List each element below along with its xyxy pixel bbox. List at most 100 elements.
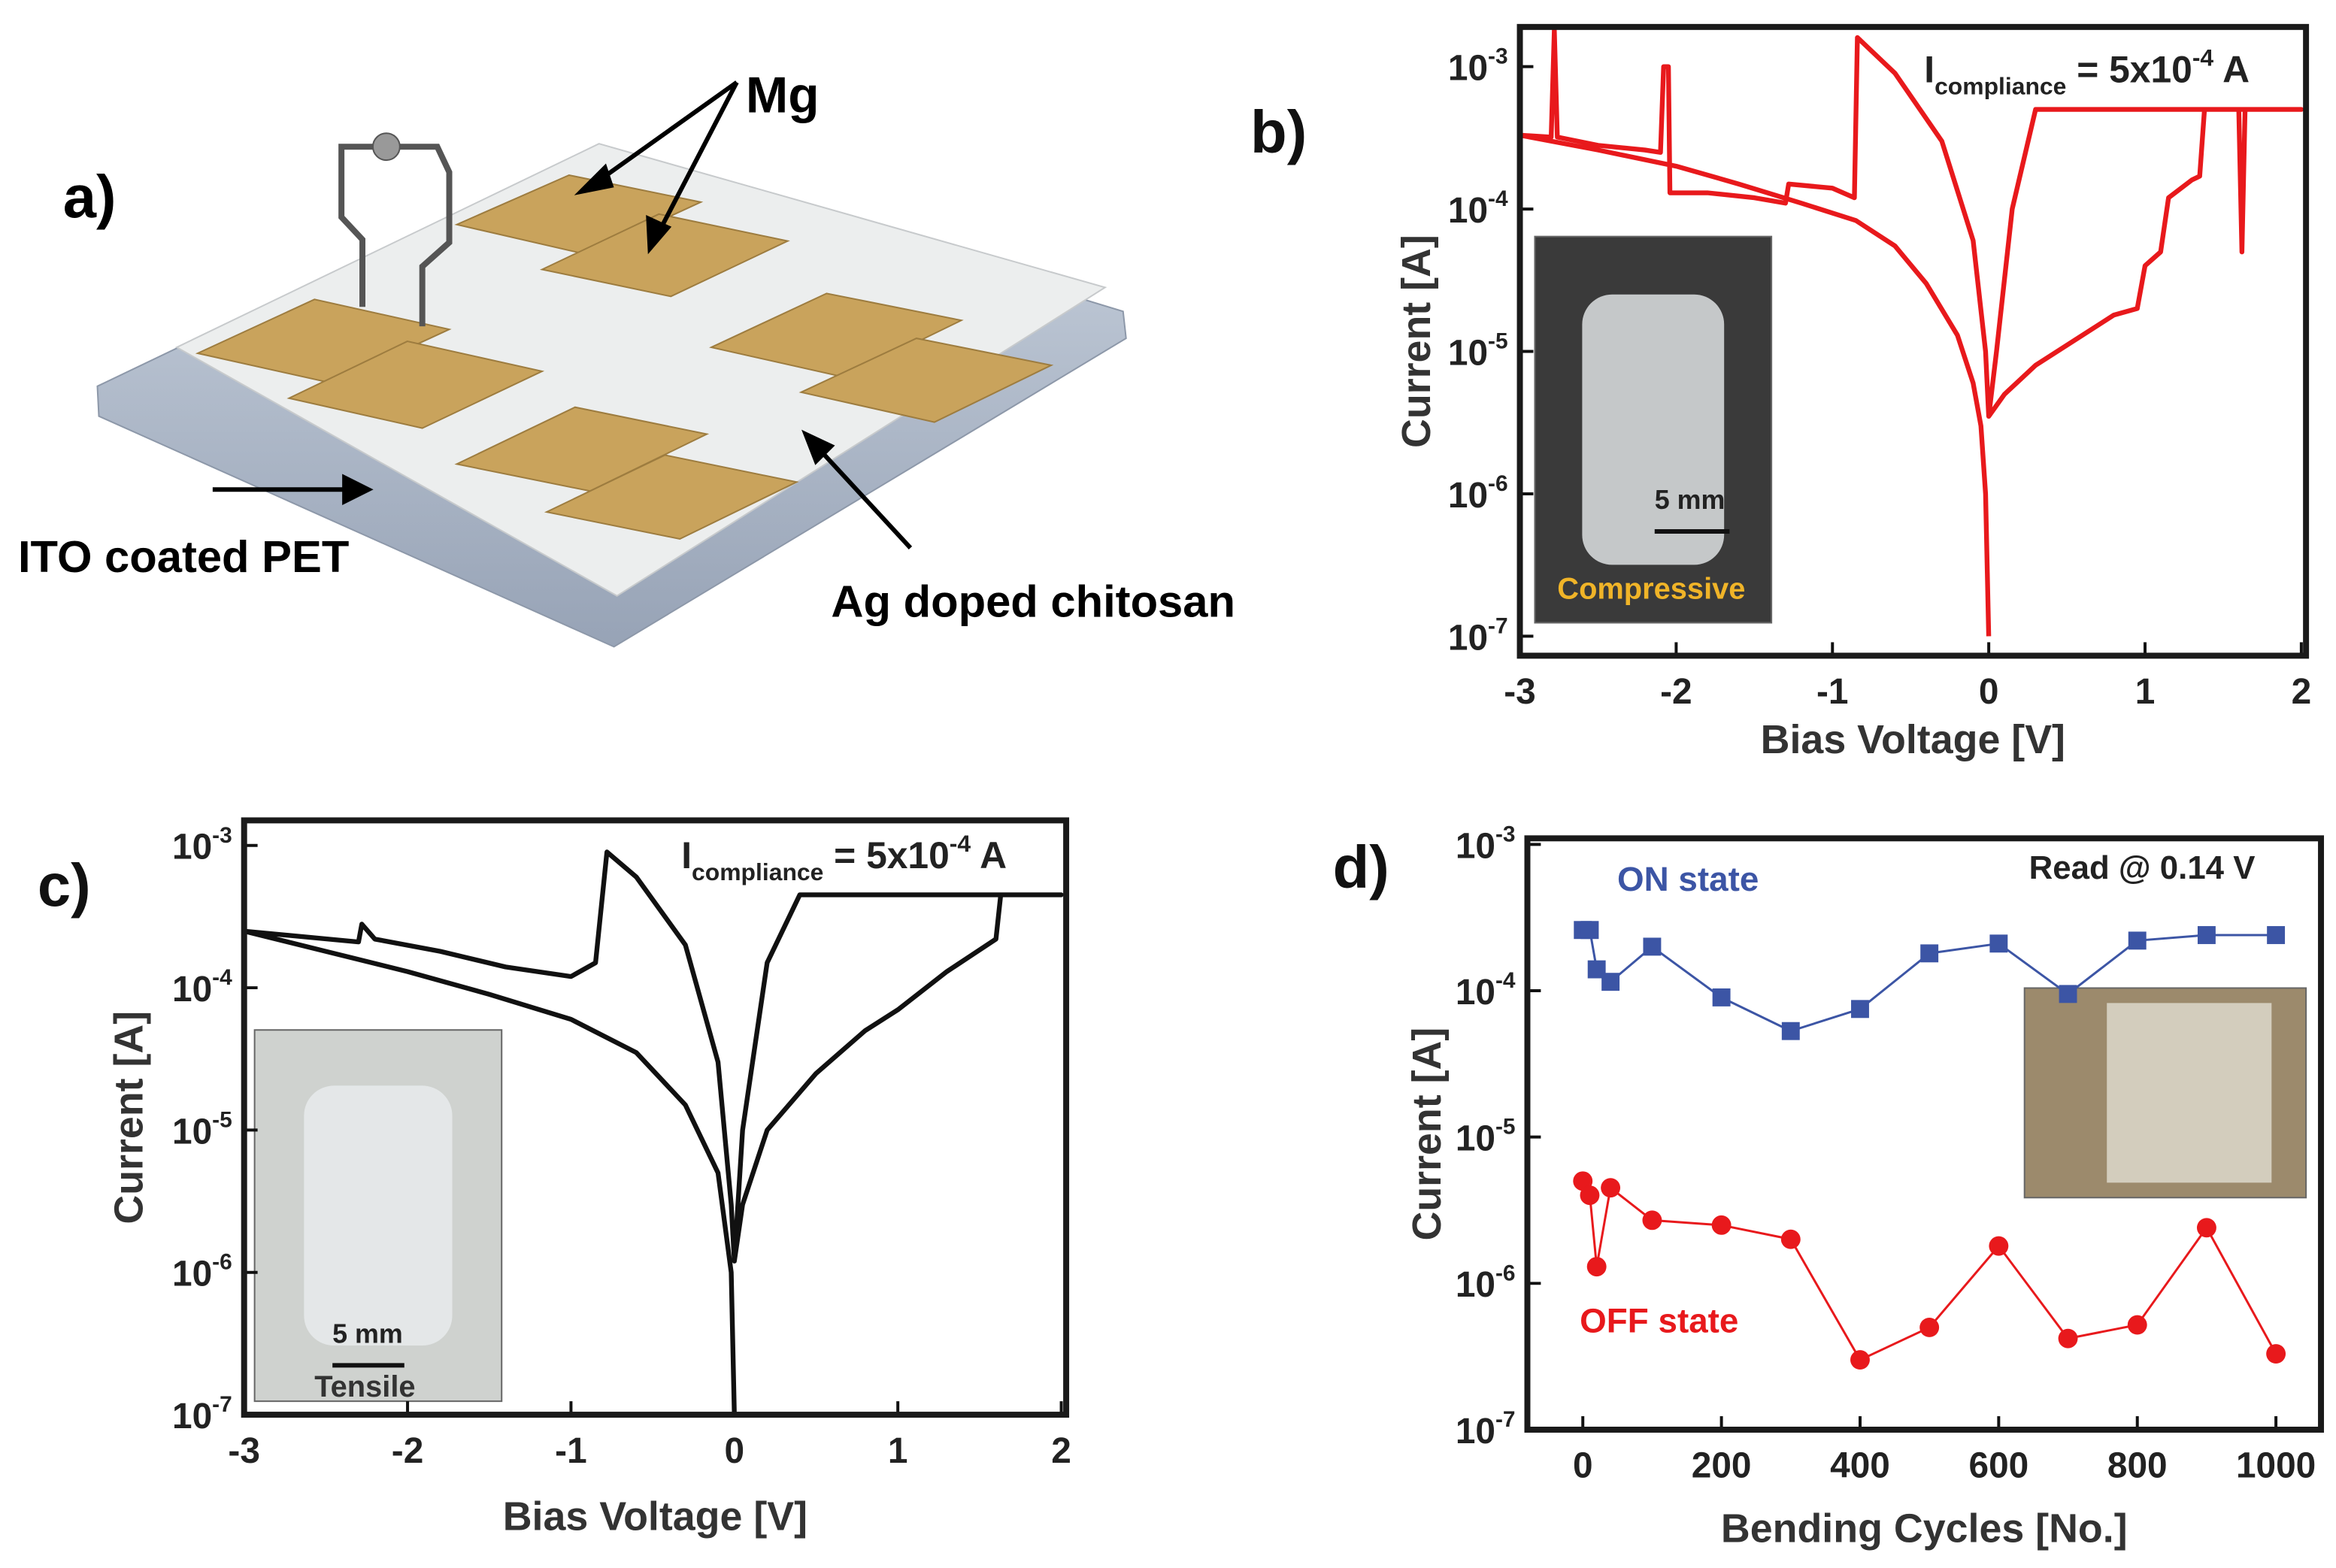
x-tick-label: 0	[1573, 1446, 1593, 1486]
data-line	[1581, 1180, 2277, 1361]
y-tick-label: 10-3	[172, 823, 232, 867]
panel-label: c)	[38, 852, 91, 919]
y-tick-label: 10-4	[1448, 186, 1508, 231]
mg-pad	[454, 174, 704, 256]
y-axis-title: Current [A]	[106, 1011, 151, 1224]
data-marker	[1781, 1022, 1800, 1040]
mg-pad	[454, 406, 710, 492]
y-tick-label: 10-4	[172, 965, 232, 1010]
data-marker	[1989, 934, 2008, 953]
y-tick-label: 10-6	[1456, 1261, 1516, 1305]
series-label: OFF state	[1580, 1302, 1738, 1340]
chart: 10-710-610-510-410-30 200 400 600 800 1000Ben…	[1333, 822, 2325, 1551]
annotation-subscript: compliance	[692, 858, 823, 885]
y-tick-base: 10	[172, 1397, 212, 1436]
plot-frame	[241, 817, 1070, 1418]
y-tick-label: 10-3	[1456, 822, 1516, 866]
x-tick-label: -2	[1660, 672, 1692, 712]
chitosan-layer	[174, 143, 1107, 597]
y-tick-label: 10-6	[1448, 471, 1508, 516]
inset-sample	[2107, 1003, 2272, 1183]
x-tick-label: -3	[1504, 672, 1536, 712]
annotation-symbol: I	[1924, 49, 1935, 91]
annotation-unit: A	[971, 834, 1007, 876]
y-tick-base: 10	[1448, 476, 1488, 516]
x-tick-label: -2	[392, 1431, 423, 1471]
inset-caption: Compressive	[1557, 573, 1745, 606]
diagram-label: ITO coated PET	[18, 531, 349, 582]
y-tick-label: 10-7	[1448, 613, 1508, 658]
data-marker	[1642, 1210, 1662, 1230]
y-tick-base: 10	[172, 828, 212, 867]
annotation-unit: A	[2213, 49, 2250, 91]
annotation-text: = 5x10	[2066, 49, 2192, 91]
y-tick-exponent: -3	[1495, 822, 1516, 846]
y-tick-base: 10	[1448, 618, 1488, 658]
panel-label: a)	[63, 163, 117, 230]
y-tick-exponent: -7	[1495, 1407, 1516, 1432]
data-marker	[2058, 1328, 2078, 1349]
annotation-subscript: compliance	[1935, 72, 2066, 99]
y-tick-base: 10	[172, 1255, 212, 1294]
annotation-symbol: I	[681, 834, 692, 876]
plot-frame	[1516, 23, 2310, 659]
x-axis-title: Bending Cycles [No.]	[1721, 1506, 2128, 1551]
y-tick-base: 10	[1448, 333, 1488, 373]
y-axis-title: Current [A]	[1404, 1028, 1450, 1241]
y-tick-exponent: -6	[1495, 1261, 1516, 1285]
y-tick-label: 10-7	[172, 1392, 232, 1436]
compliance-annotation: Icompliance = 5x10-4 A	[681, 830, 1007, 885]
data-marker	[2266, 1344, 2286, 1364]
probe-circuit	[338, 144, 453, 327]
data-marker	[2197, 926, 2216, 944]
mg-pad	[539, 213, 790, 298]
data-marker	[2196, 1218, 2216, 1238]
data-marker	[1587, 960, 1606, 979]
inset-scale-label: 5 mm	[332, 1318, 403, 1349]
data-line	[244, 849, 1064, 1415]
panel-label: b)	[1250, 98, 1307, 165]
x-tick-label: 200	[1692, 1446, 1752, 1486]
x-tick-label: 400	[1830, 1446, 1890, 1486]
y-tick-base: 10	[1456, 1265, 1495, 1305]
x-tick-label: 0	[725, 1431, 745, 1471]
probe-source	[371, 132, 401, 162]
data-marker	[1601, 1178, 1621, 1198]
inset-sample	[1582, 294, 1725, 565]
y-tick-exponent: -4	[212, 965, 232, 990]
x-axis-title: Bias Voltage [V]	[1761, 717, 2065, 762]
y-tick-base: 10	[1456, 973, 1495, 1013]
y-tick-exponent: -6	[1488, 471, 1508, 496]
x-tick-label: -1	[1816, 672, 1849, 712]
y-tick-base: 10	[1456, 826, 1495, 866]
y-tick-label: 10-5	[1456, 1115, 1516, 1159]
y-tick-base: 10	[1448, 191, 1488, 231]
y-tick-exponent: -4	[1488, 186, 1508, 211]
mg-pad	[286, 341, 545, 429]
mg-pad	[798, 338, 1054, 423]
data-marker	[1580, 921, 1599, 940]
compliance-annotation: Icompliance = 5x10-4 A	[1924, 44, 2250, 100]
y-tick-exponent: -3	[1488, 44, 1508, 69]
diagram-label: Ag doped chitosan	[831, 577, 1235, 627]
data-line	[1519, 28, 2304, 637]
y-tick-base: 10	[172, 970, 212, 1010]
data-marker	[1586, 1257, 1607, 1277]
x-tick-label: 1	[2135, 672, 2156, 712]
x-tick-label: -1	[555, 1431, 587, 1471]
annotation-exponent: -4	[2192, 44, 2214, 71]
y-axis-title: Current [A]	[1394, 235, 1439, 448]
data-marker	[2059, 985, 2077, 1003]
annotation-text: = 5x10	[823, 834, 949, 876]
data-marker	[1711, 1215, 1732, 1235]
data-marker	[1920, 944, 1939, 963]
data-marker	[1850, 1350, 1870, 1370]
x-tick-label: 600	[1968, 1446, 2028, 1486]
x-tick-label: 2	[2292, 672, 2312, 712]
inset-sample	[304, 1085, 453, 1346]
y-tick-base: 10	[1456, 1412, 1495, 1451]
data-marker	[1712, 988, 1731, 1006]
x-tick-label: 0	[1979, 672, 1999, 712]
data-marker	[1780, 1229, 1801, 1249]
